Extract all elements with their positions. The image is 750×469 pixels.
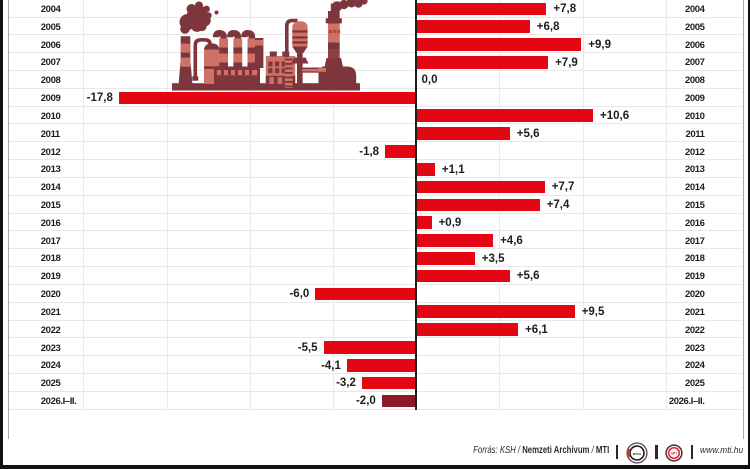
svg-text:MTVA: MTVA xyxy=(633,451,642,455)
svg-text:MTI: MTI xyxy=(671,451,677,455)
